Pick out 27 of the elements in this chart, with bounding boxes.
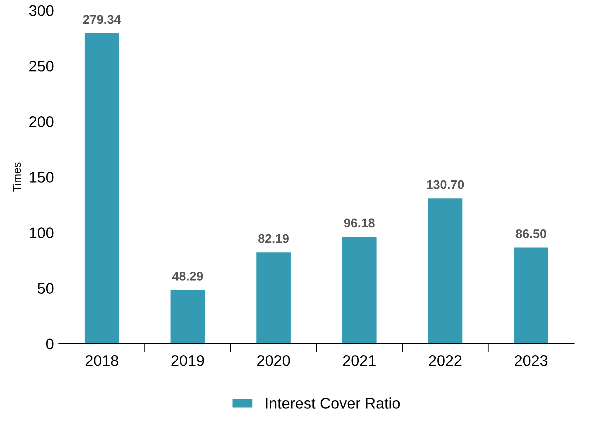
bar <box>84 34 120 344</box>
bar <box>256 252 291 344</box>
y-tick-label: 300 <box>29 5 54 16</box>
bar <box>514 248 548 344</box>
y-tick-label: 100 <box>30 228 54 238</box>
data-label: 130.70 <box>427 180 464 190</box>
data-label: 48.29 <box>172 272 204 281</box>
x-tick-label: 2019 <box>172 355 204 366</box>
y-axis-title: Times <box>12 162 22 192</box>
x-tick-label: 2018 <box>86 355 118 366</box>
y-tick-label: 0 <box>46 338 54 350</box>
bar <box>428 198 463 344</box>
bar <box>170 290 206 344</box>
x-tick-label: 2023 <box>515 355 548 366</box>
y-tick-label: 150 <box>30 172 54 183</box>
legend-label: Interest Cover Ratio <box>266 398 400 409</box>
x-tick-label: 2022 <box>429 355 462 366</box>
data-label: 86.50 <box>516 230 546 238</box>
x-tick-label: 2020 <box>258 355 290 366</box>
data-label: 279.34 <box>83 15 122 24</box>
data-label: 82.19 <box>258 234 289 244</box>
y-tick-label: 200 <box>30 116 54 128</box>
bar <box>342 237 377 344</box>
y-tick-label: 50 <box>38 283 54 294</box>
y-tick-label: 250 <box>30 60 54 72</box>
data-label: 96.18 <box>344 218 375 228</box>
x-tick-label: 2021 <box>343 355 376 366</box>
